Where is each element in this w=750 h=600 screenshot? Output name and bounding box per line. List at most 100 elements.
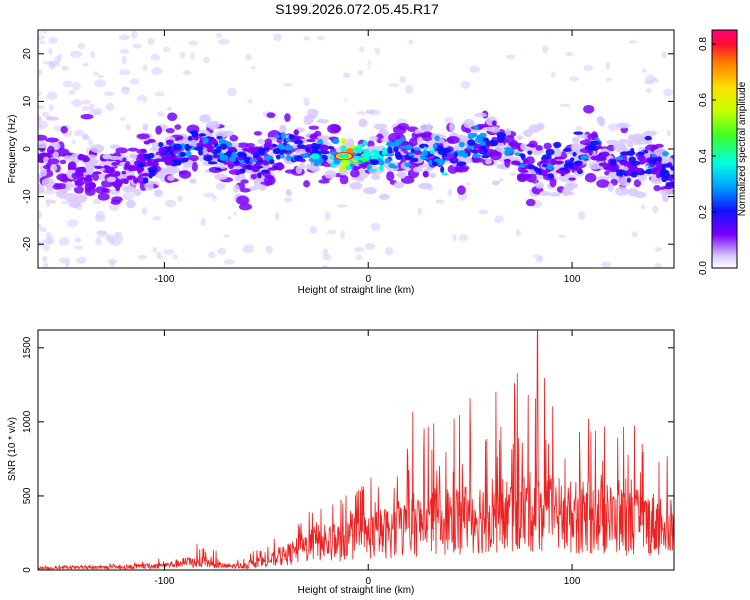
heatmap-cell (463, 118, 475, 129)
heatmap-cell (345, 165, 352, 171)
heatmap-cell (236, 53, 246, 59)
heatmap-cell (637, 55, 644, 60)
heatmap-cell (395, 153, 403, 160)
heatmap-cell (533, 166, 539, 172)
heatmap-cell (618, 138, 630, 144)
heatmap-cell (412, 166, 423, 173)
heatmap-cell (189, 178, 197, 184)
heatmap-cell (608, 241, 618, 249)
heatmap-cell (503, 158, 511, 163)
heatmap-cell (457, 192, 468, 201)
heatmap-cell (96, 74, 105, 79)
heatmap-cell (317, 138, 324, 146)
heatmap-cell (309, 133, 317, 140)
heatmap-cell (637, 154, 646, 162)
heatmap-cell (194, 244, 202, 250)
heatmap-cell (318, 179, 330, 184)
heatmap-cell (418, 182, 432, 190)
heatmap-cell (639, 152, 645, 156)
heatmap-cell (75, 256, 87, 264)
heatmap-cell (445, 238, 455, 244)
heatmap-cell (50, 243, 62, 249)
heatmap-cell (546, 163, 554, 171)
heatmap-cell (238, 203, 253, 211)
heatmap-cell (651, 65, 659, 74)
heatmap-cell (179, 59, 189, 68)
heatmap-cell (365, 109, 376, 115)
heatmap-cell (227, 146, 237, 152)
heatmap-cell (279, 246, 289, 255)
heatmap-cell (552, 148, 562, 158)
heatmap-cell (198, 133, 207, 137)
heatmap-cell (574, 126, 583, 131)
heatmap-cell (551, 263, 561, 267)
heatmap-cell (38, 240, 44, 247)
heatmap-cell (292, 101, 305, 105)
heatmap-cell (560, 227, 571, 236)
heatmap-cell (339, 165, 347, 172)
heatmap-cell (666, 129, 671, 137)
heatmap-cell (256, 156, 262, 161)
colorbar-gradient (711, 29, 738, 269)
heatmap-cell (254, 178, 264, 183)
heatmap-cell (208, 123, 217, 131)
heatmap-cell (670, 174, 674, 178)
heatmap-cell (384, 247, 394, 256)
heatmap-cell (482, 100, 493, 110)
heatmap-cell (350, 106, 361, 112)
heatmap-cell (272, 143, 277, 148)
heatmap-cell (179, 151, 187, 157)
heatmap-cell (370, 222, 381, 231)
heatmap-cell (521, 173, 532, 179)
heatmap-cell (237, 142, 249, 148)
heatmap-cell (167, 112, 178, 121)
heatmap-cell (203, 57, 210, 64)
heatmap-cell (669, 84, 674, 89)
heatmap-cell (235, 156, 245, 161)
heatmap-cell (339, 174, 349, 185)
heatmap-cell (137, 254, 147, 260)
heatmap-cell (140, 148, 147, 154)
heatmap-cell (628, 40, 638, 44)
heatmap-cell (41, 177, 56, 188)
heatmap-cell (141, 190, 147, 198)
heatmap-cell (470, 232, 478, 241)
heatmap-cell (259, 91, 270, 99)
heatmap-cell (359, 46, 365, 53)
colorbar-ticks: 0.0 0.2 0.4 0.6 0.8 (698, 37, 716, 275)
heatmap-cell (102, 165, 111, 169)
heatmap-cell (543, 142, 552, 150)
heatmap-cell (164, 199, 177, 208)
heatmap-cell (262, 209, 268, 219)
heatmap-cell (412, 147, 421, 151)
heatmap-cell (379, 155, 385, 160)
heatmap-cell (371, 116, 382, 124)
heatmap-cell (109, 144, 121, 150)
heatmap-cell (644, 135, 652, 141)
heatmap-cell (68, 90, 76, 95)
heatmap-cell (405, 144, 413, 151)
heatmap-cell (248, 158, 259, 163)
heatmap-cell (313, 146, 319, 154)
heatmap-cell (607, 33, 616, 39)
heatmap-cell (282, 83, 293, 87)
heatmap-cell (108, 203, 120, 211)
heatmap-cell (600, 151, 610, 157)
heatmap-cell (399, 76, 407, 83)
heatmap-cell (105, 102, 115, 112)
heatmap-cell (595, 145, 603, 150)
heatmap-cell (499, 177, 504, 183)
heatmap-cell (433, 158, 441, 163)
heatmap-cell (601, 261, 612, 268)
heatmap-cell (272, 189, 283, 196)
heatmap-cell (245, 143, 255, 148)
heatmap-cell (379, 165, 384, 172)
heatmap-cell (122, 191, 135, 201)
heatmap-cell (464, 33, 472, 38)
heatmap-cell (293, 139, 304, 145)
heatmap-cell (72, 82, 81, 91)
heatmap-cell (335, 50, 341, 55)
heatmap-cell (174, 124, 182, 130)
heatmap-cell (236, 195, 250, 206)
